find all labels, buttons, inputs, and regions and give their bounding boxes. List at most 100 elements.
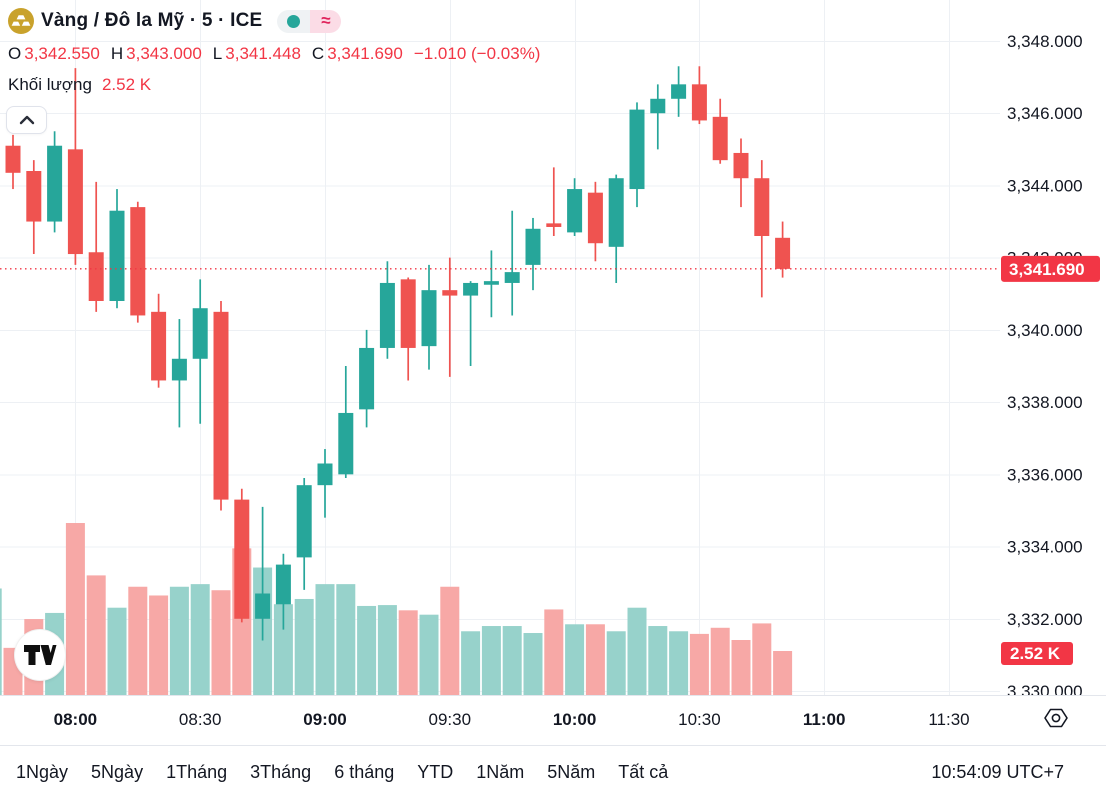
time-tick-label: 11:30: [928, 710, 970, 729]
time-tick-label: 08:30: [178, 710, 222, 729]
close-value: 3,341.690: [327, 43, 403, 63]
candle: [67, 68, 83, 265]
open-label: O: [8, 43, 22, 63]
candle: [130, 201, 146, 323]
time-tick-label: 10:00: [552, 710, 597, 729]
volume-bar: [523, 633, 543, 695]
low-value: 3,341.448: [225, 43, 301, 63]
volume-bar: [377, 605, 397, 695]
range-button-5năm[interactable]: 5Năm: [547, 762, 596, 782]
chevron-up-icon: [19, 115, 35, 125]
volume-bar: [149, 595, 169, 695]
candle: [567, 178, 583, 236]
candle: [754, 160, 770, 298]
range-button-6-tháng[interactable]: 6 tháng: [334, 762, 395, 782]
time-axis[interactable]: 08:00 08:30 09:00 09:30 10:00 10:30 11:00 11:30: [0, 695, 1106, 746]
indicator-pill[interactable]: ≈: [277, 9, 342, 33]
volume-bar: [710, 627, 730, 695]
candles-indicator-dot-icon: [277, 9, 311, 33]
candle: [109, 189, 125, 309]
close-label: C: [311, 43, 325, 63]
candle: [234, 488, 250, 623]
price-tick-label: 3,338.000: [1007, 393, 1083, 412]
chart-pane[interactable]: [0, 0, 990, 695]
volume-legend-row: Khối lượng 2.52 K: [8, 74, 540, 95]
candle: [47, 131, 63, 233]
volume-bar: [544, 609, 564, 695]
svg-text:2.52 K: 2.52 K: [1010, 644, 1061, 663]
range-button-1tháng[interactable]: 1Tháng: [166, 762, 228, 782]
time-tick-label: 09:30: [428, 710, 472, 729]
range-button-1năm[interactable]: 1Năm: [476, 762, 525, 782]
candle: [151, 293, 167, 388]
volume-bar: [190, 584, 210, 695]
price-tick-label: 3,340.000: [1007, 321, 1083, 340]
time-tick-label: 08:00: [53, 710, 98, 729]
high-label: H: [110, 43, 124, 63]
volume-bar: [773, 651, 793, 695]
symbol-title[interactable]: Vàng / Đô la Mỹ · 5 · ICE: [41, 10, 263, 31]
range-button-tất-cả[interactable]: Tất cả: [618, 762, 669, 782]
range-button-5ngày[interactable]: 5Ngày: [91, 762, 144, 782]
price-tick-label: 3,334.000: [1007, 538, 1083, 557]
candle: [650, 84, 666, 150]
range-toolbar: 1Ngày 5Ngày 1Tháng 3Tháng 6 tháng YTD 1Năm 5Năm…: [0, 745, 1106, 799]
time-tick-label: 10:30: [678, 710, 721, 729]
candle: [483, 250, 499, 318]
volume-bar: [627, 607, 647, 695]
price-scale-settings-button[interactable]: [1042, 704, 1070, 732]
volume-bar: [398, 610, 418, 695]
volume-bar: [336, 584, 356, 695]
volume-bar: [752, 623, 772, 695]
volume-bar: [648, 626, 668, 695]
candle: [275, 553, 291, 630]
candle: [463, 281, 479, 366]
current-price-chip: 3,341.690: [1001, 255, 1100, 282]
svg-text:3,341.690: 3,341.690: [1009, 260, 1085, 279]
candle: [88, 181, 104, 312]
range-button-ytd[interactable]: YTD: [417, 762, 454, 782]
volume-bar: [731, 640, 751, 695]
price-tick-label: 3,348.000: [1007, 32, 1083, 51]
volume-bar: [440, 586, 460, 695]
candle: [504, 210, 520, 316]
volume-label: Khối lượng: [8, 74, 92, 94]
time-tick-label: 09:00: [303, 710, 347, 729]
price-tick-label: 3,330.000: [1007, 682, 1083, 695]
volume-bar: [128, 586, 148, 695]
candle: [442, 257, 458, 377]
clock-timezone[interactable]: 10:54:09 UTC+7: [931, 762, 1064, 782]
tv-logo-icon: [23, 644, 57, 666]
candle: [379, 261, 395, 359]
time-tick-label: 11:00: [802, 710, 846, 729]
tradingview-logo[interactable]: [15, 630, 65, 680]
volume-bar: [273, 604, 293, 695]
volume-bar: [86, 575, 106, 695]
candle: [775, 221, 791, 278]
ohlc-row: O 3,342.550 H 3,343.000 L 3,341.448 C 3,341.…: [8, 43, 540, 64]
price-tick-label: 3,344.000: [1007, 176, 1083, 195]
candle: [546, 167, 562, 236]
candle: [525, 217, 541, 291]
candle: [192, 279, 208, 424]
volume-bar: [357, 605, 377, 695]
high-value: 3,343.000: [126, 43, 202, 63]
candles: [5, 66, 791, 641]
volume-bar: [211, 590, 231, 695]
range-button-1ngày[interactable]: 1Ngày: [16, 762, 69, 782]
volume-bar: [689, 633, 709, 695]
candle: [359, 329, 375, 428]
price-axis[interactable]: [990, 0, 1106, 695]
candle: [26, 160, 42, 255]
volume-bar: [481, 626, 501, 695]
range-button-3tháng[interactable]: 3Tháng: [250, 762, 312, 782]
candle: [608, 174, 624, 283]
volume-bar: [169, 586, 189, 695]
candle: [338, 366, 354, 478]
volume-bar: [65, 523, 85, 695]
symbol-logo-gold-icon: [8, 8, 34, 34]
candle: [213, 301, 229, 511]
candle: [629, 102, 645, 208]
collapse-legend-button[interactable]: [6, 106, 47, 134]
